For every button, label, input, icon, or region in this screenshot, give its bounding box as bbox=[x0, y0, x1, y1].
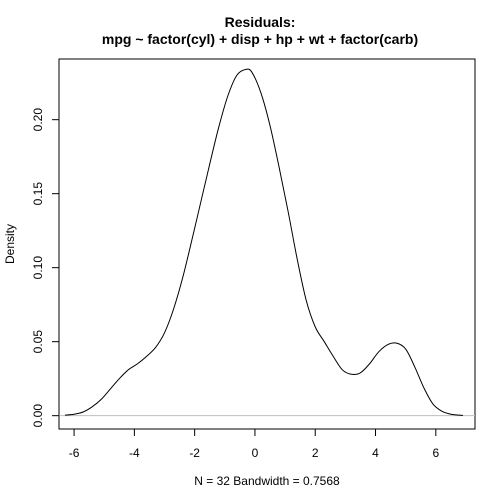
density-curve-group bbox=[64, 68, 463, 416]
x-tick-label: 4 bbox=[372, 446, 379, 460]
chart-title: Residuals: bbox=[225, 14, 296, 30]
x-tick-label: 6 bbox=[432, 446, 439, 460]
x-tick-label: 0 bbox=[252, 446, 259, 460]
x-axis-label: N = 32 Bandwidth = 0.7568 bbox=[194, 474, 340, 488]
x-axis: -6 -4 -2 0 2 4 6 bbox=[69, 428, 439, 460]
chart-subtitle: mpg ~ factor(cyl) + disp + hp + wt + fac… bbox=[102, 31, 418, 47]
y-tick-label: 0.10 bbox=[31, 256, 45, 280]
x-tick-label: -6 bbox=[69, 446, 80, 460]
density-curve bbox=[64, 68, 463, 416]
y-axis: 0.00 0.05 0.10 0.15 0.20 bbox=[31, 108, 60, 428]
y-tick-label: 0.20 bbox=[31, 108, 45, 132]
y-axis-label: Density bbox=[3, 224, 17, 264]
x-tick-label: 2 bbox=[312, 446, 319, 460]
y-tick-label: 0.05 bbox=[31, 330, 45, 354]
x-tick-label: -2 bbox=[189, 446, 200, 460]
y-tick-label: 0.15 bbox=[31, 182, 45, 206]
y-tick-label: 0.00 bbox=[31, 404, 45, 428]
x-tick-label: -4 bbox=[129, 446, 140, 460]
